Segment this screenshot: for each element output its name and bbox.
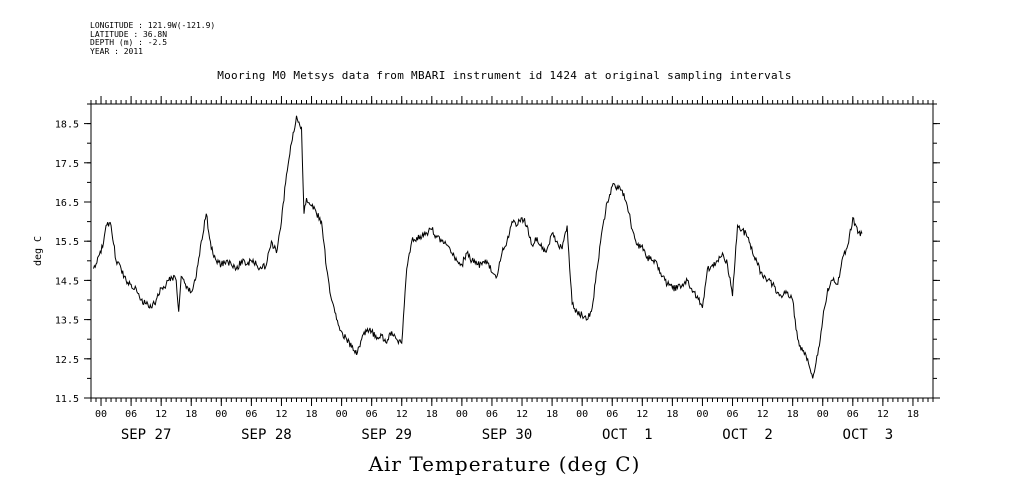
y-tick-label: 11.5 [55,394,79,405]
y-tick-label: 16.5 [55,198,79,209]
x-day-label: SEP 29 [361,427,412,443]
x-tick-label: 00 [215,409,227,420]
y-axis-label: deg C [33,236,44,266]
longitude-text: LONGITUDE : 121.9W(-121.9) [90,21,216,30]
year-text: YEAR : 2011 [90,46,143,56]
x-tick-label: 00 [95,409,107,420]
x-tick-label: 06 [245,409,257,420]
metadata-block: LONGITUDE : 121.9W(-121.9) LATITUDE : 36… [90,21,216,56]
latitude-text: LATITUDE : 36.8N [90,29,168,39]
x-tick-label: 00 [336,409,348,420]
y-tick-label: 12.5 [55,355,79,366]
x-day-label: OCT 3 [843,427,894,443]
x-tick-label: 06 [606,409,618,420]
x-tick-label: 00 [576,409,588,420]
x-day-label: OCT 2 [722,427,773,443]
x-tick-label: 12 [396,409,408,420]
y-axis: 11.5 12.5 13.5 14.5 15.5 16.5 17.5 18.5 [55,103,940,405]
x-tick-label: 12 [155,409,167,420]
plot-frame [90,103,934,399]
series-layer [93,115,863,379]
x-tick-label: 18 [306,409,318,420]
x-tick-label: 18 [666,409,678,420]
y-tick-label: 15.5 [55,237,79,248]
x-tick-label: 12 [636,409,648,420]
chart-title: Mooring M0 Metsys data from MBARI instru… [217,69,792,82]
x-tick-label: 06 [125,409,137,420]
x-day-label: SEP 27 [121,427,172,443]
x-tick-label: 12 [757,409,769,420]
depth-text: DEPTH (m) : -2.5 [90,38,168,48]
x-axis: 00 06 12 18 00 06 12 18 00 06 12 18 00 06 12 18 00 06 12 18… [90,96,934,443]
y-tick-label: 17.5 [55,159,79,170]
x-day-label: SEP 28 [241,427,292,443]
x-tick-label: 18 [185,409,197,420]
x-day-label: SEP 30 [482,427,533,443]
x-tick-label: 06 [366,409,378,420]
x-tick-label: 06 [727,409,739,420]
x-tick-label: 00 [456,409,468,420]
y-tick-label: 18.5 [55,120,79,131]
x-tick-label: 12 [516,409,528,420]
x-tick-label: 12 [877,409,889,420]
x-tick-label: 06 [847,409,859,420]
x-tick-label: 18 [787,409,799,420]
x-tick-label: 18 [907,409,919,420]
x-tick-label: 06 [486,409,498,420]
x-tick-label: 18 [426,409,438,420]
variable-title: Air Temperature (deg C) [368,452,641,476]
y-tick-label: 14.5 [55,276,79,287]
x-tick-label: 12 [275,409,287,420]
x-day-label: OCT 1 [602,427,653,443]
x-tick-label: 18 [546,409,558,420]
series-line [93,115,863,379]
x-tick-label: 00 [696,409,708,420]
y-tick-label: 13.5 [55,316,79,327]
x-tick-label: 00 [817,409,829,420]
